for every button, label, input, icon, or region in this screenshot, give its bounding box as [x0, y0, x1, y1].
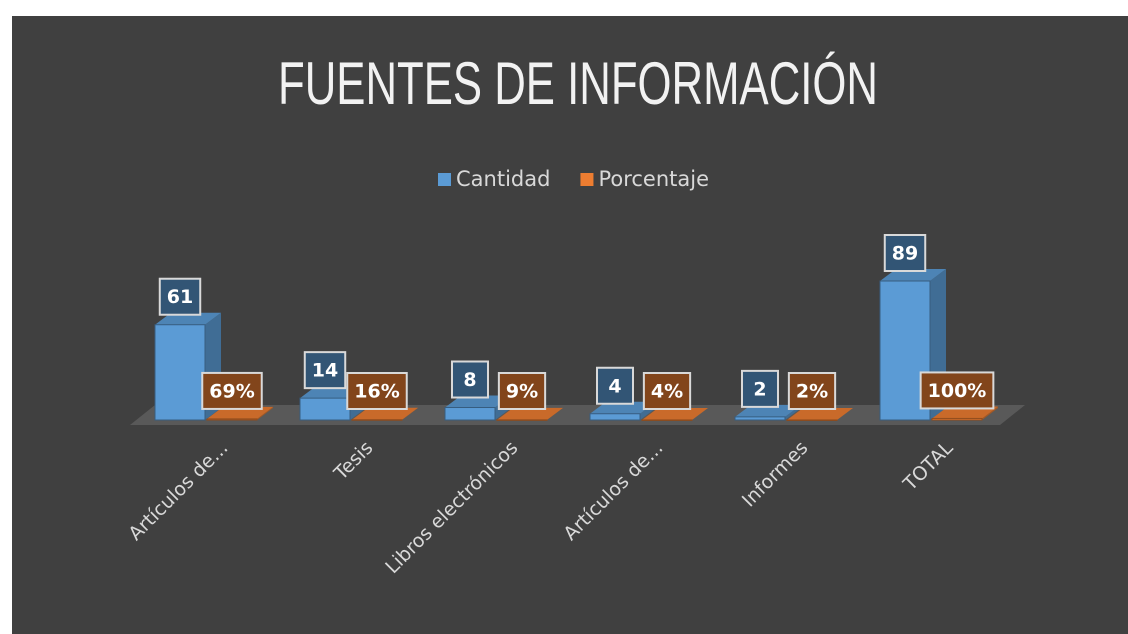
- data-label-box: [303, 351, 347, 390]
- bar: [786, 419, 838, 421]
- legend-swatch: [438, 173, 451, 186]
- legend-label: Porcentaje: [598, 167, 709, 191]
- data-label-box: [787, 372, 837, 410]
- bar: [589, 413, 641, 421]
- bar: [641, 419, 693, 421]
- bar: [496, 419, 548, 421]
- bar-top: [642, 407, 708, 420]
- data-label-box: [158, 277, 202, 316]
- data-label: 14: [312, 360, 338, 382]
- bar: [931, 417, 983, 421]
- data-label: 69%: [209, 380, 254, 402]
- bar-side: [692, 407, 708, 420]
- bar: [299, 397, 351, 421]
- data-label-box: [346, 372, 408, 410]
- data-label: 61: [167, 286, 193, 308]
- bar-top: [352, 407, 418, 420]
- data-label: 16%: [354, 381, 399, 403]
- data-label-box: [451, 360, 489, 399]
- data-label-box: [201, 371, 263, 410]
- bar: [734, 416, 786, 421]
- data-label-box: [497, 372, 547, 410]
- data-label: 2%: [796, 381, 828, 403]
- bar-top: [787, 407, 853, 420]
- bar: [154, 324, 206, 421]
- bar: [351, 419, 403, 421]
- data-label-box: [596, 366, 634, 405]
- bar-side: [402, 407, 418, 420]
- bar-side: [257, 406, 273, 420]
- bar-side: [837, 407, 853, 420]
- bar: [206, 418, 258, 421]
- data-label: 4%: [651, 381, 683, 403]
- chart-title: FUENTES DE INFORMACIÓN: [278, 50, 878, 117]
- legend-label: Cantidad: [456, 167, 550, 191]
- data-label-box: [883, 234, 927, 272]
- data-label: 89: [892, 243, 918, 265]
- data-label: 2: [753, 378, 766, 400]
- data-label: 100%: [928, 380, 987, 402]
- legend-swatch: [580, 173, 594, 186]
- data-label: 8: [463, 369, 476, 391]
- data-label: 9%: [506, 381, 538, 403]
- bar: [444, 407, 496, 421]
- bar-side: [547, 407, 563, 420]
- data-label-box: [741, 369, 779, 408]
- data-label-box: [919, 371, 995, 410]
- data-label-box: [642, 372, 692, 410]
- data-label: 4: [608, 375, 621, 397]
- bar-side: [982, 406, 998, 420]
- bar-top: [497, 407, 563, 420]
